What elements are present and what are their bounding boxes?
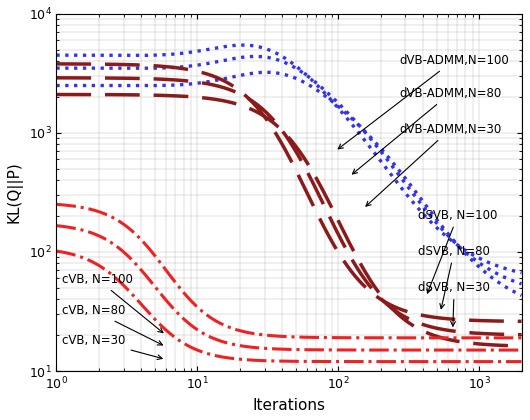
Text: dVB-ADMM,N=30: dVB-ADMM,N=30 <box>366 123 501 206</box>
Text: cVB, N=100: cVB, N=100 <box>62 273 163 333</box>
Text: dSVB, N=30: dSVB, N=30 <box>418 281 490 326</box>
Text: dSVB, N=80: dSVB, N=80 <box>418 244 490 309</box>
Text: dSVB, N=100: dSVB, N=100 <box>418 209 498 293</box>
Text: dVB-ADMM,N=100: dVB-ADMM,N=100 <box>338 54 509 149</box>
Text: cVB, N=80: cVB, N=80 <box>62 304 162 345</box>
Text: cVB, N=30: cVB, N=30 <box>62 333 162 360</box>
Text: dVB-ADMM,N=80: dVB-ADMM,N=80 <box>352 87 501 174</box>
Y-axis label: KL(Q||P): KL(Q||P) <box>7 162 23 223</box>
X-axis label: Iterations: Iterations <box>252 398 325 413</box>
